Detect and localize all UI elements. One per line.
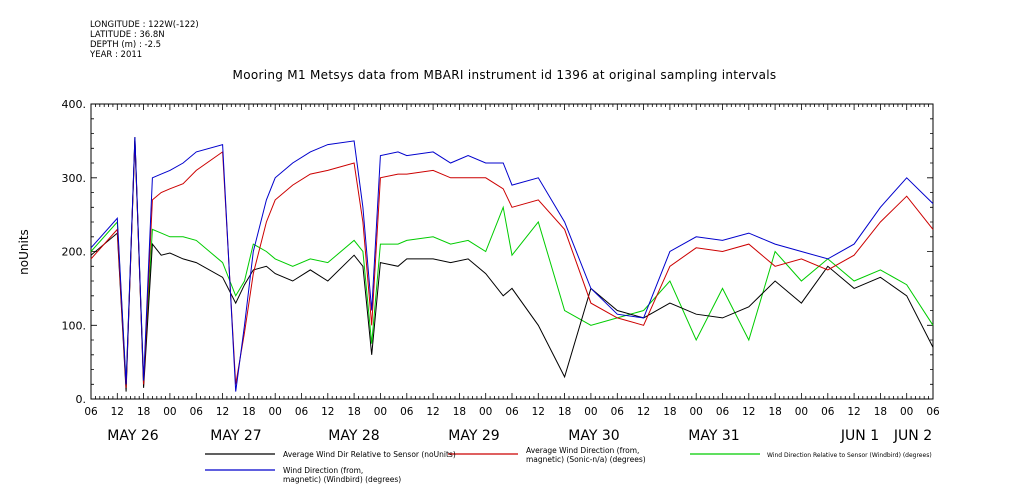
x-tick-label: 00 — [479, 406, 492, 418]
y-tick-label: 300. — [62, 172, 87, 185]
legend-label-red-line1: Average Wind Direction (from, — [526, 446, 640, 455]
year-text: YEAR : 2011 — [90, 50, 143, 60]
x-tick-label: 12 — [637, 406, 650, 418]
x-tick-label: 12 — [321, 406, 334, 418]
x-tick-label: 18 — [242, 406, 255, 418]
x-day-label: JUN 2 — [893, 428, 932, 444]
x-tick-label: 00 — [163, 406, 176, 418]
x-tick-label: 18 — [453, 406, 466, 418]
series-line-3 — [90, 137, 934, 392]
x-tick-label: 06 — [716, 406, 730, 418]
x-tick-label: 12 — [216, 406, 229, 418]
x-tick-label: 00 — [374, 406, 387, 418]
x-day-label: MAY 28 — [328, 428, 379, 444]
series-line-2 — [90, 140, 934, 385]
x-tick-label: 06 — [84, 406, 98, 418]
series-line-1 — [90, 140, 934, 388]
legend-label-red-line2: magnetic) (Sonic-n/a) (degrees) — [526, 455, 646, 464]
x-tick-label: 12 — [742, 406, 755, 418]
x-tick-label: 00 — [690, 406, 703, 418]
x-tick-label: 18 — [558, 406, 571, 418]
x-tick-label: 06 — [926, 406, 940, 418]
x-tick-label: 18 — [663, 406, 676, 418]
x-tick-label: 06 — [821, 406, 835, 418]
x-tick-label: 18 — [874, 406, 887, 418]
metadata-block: LONGITUDE : 122W(-122) LATITUDE : 36.8N … — [90, 20, 199, 60]
x-day-label: JUN 1 — [840, 428, 879, 444]
x-tick-label: 18 — [137, 406, 150, 418]
y-ticks — [91, 103, 933, 400]
x-tick-label: 06 — [190, 406, 204, 418]
legend-label-blue-line1: Wind Direction (from, — [283, 466, 364, 475]
legend-label-black-line1: Average Wind Dir Relative to Sensor (noU… — [283, 450, 456, 459]
x-tick-label: 06 — [400, 406, 414, 418]
x-tick-label: 12 — [426, 406, 439, 418]
legend-label-green-line1: Wind Direction Relative to Sensor (Windb… — [767, 452, 932, 459]
y-tick-label: 100. — [62, 319, 87, 332]
x-tick-label: 06 — [505, 406, 519, 418]
x-tick-label: 18 — [347, 406, 360, 418]
x-tick-label: 06 — [295, 406, 309, 418]
x-day-label: MAY 31 — [688, 428, 739, 444]
x-tick-label: 12 — [847, 406, 860, 418]
y-tick-label: 400. — [62, 98, 87, 111]
x-minor-ticks — [90, 104, 934, 399]
legend-label-green: Wind Direction Relative to Sensor (Windb… — [767, 451, 932, 460]
series-line-0 — [90, 137, 934, 392]
x-day-label: MAY 30 — [568, 428, 619, 444]
depth-text: DEPTH (m) : -2.5 — [90, 40, 162, 50]
x-day-label: MAY 29 — [448, 428, 499, 444]
x-tick-label: 18 — [768, 406, 781, 418]
x-day-label: MAY 27 — [210, 428, 261, 444]
legend-label-black: Average Wind Dir Relative to Sensor (noU… — [283, 450, 456, 459]
x-tick-label: 12 — [111, 406, 124, 418]
x-tick-label: 00 — [269, 406, 282, 418]
x-tick-label: 06 — [611, 406, 625, 418]
x-tick-label: 00 — [795, 406, 808, 418]
legend-label-blue: Wind Direction (from, magnetic) (Windbir… — [283, 466, 401, 484]
x-day-label: MAY 26 — [107, 428, 158, 444]
chart-title: Mooring M1 Metsys data from MBARI instru… — [232, 68, 777, 82]
plot-frame — [90, 103, 934, 400]
legend-label-blue-line2: magnetic) (Windbird) (degrees) — [283, 475, 402, 484]
y-tick-label: 200. — [62, 246, 87, 259]
latitude-text: LATITUDE : 36.8N — [90, 30, 165, 40]
x-tick-label: 00 — [584, 406, 597, 418]
x-tick-label: 12 — [532, 406, 545, 418]
y-tick-label: 0. — [76, 393, 87, 406]
x-tick-label: 00 — [900, 406, 913, 418]
longitude-text: LONGITUDE : 122W(-122) — [90, 20, 199, 30]
legend-label-red: Average Wind Direction (from, magnetic) … — [526, 446, 646, 464]
